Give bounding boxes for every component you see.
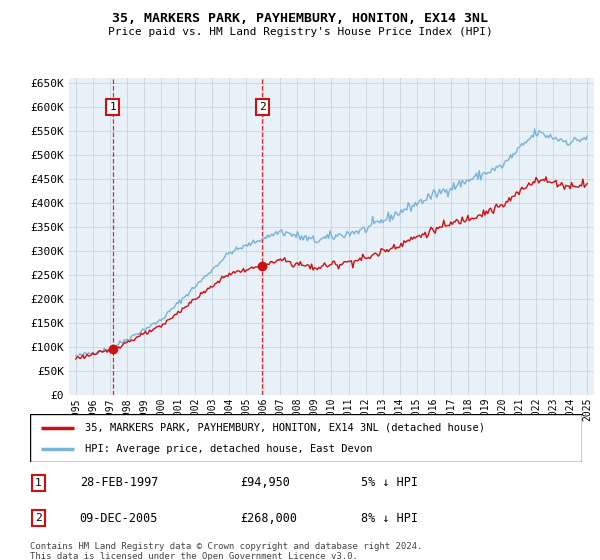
Text: 8% ↓ HPI: 8% ↓ HPI bbox=[361, 511, 418, 525]
Text: 1: 1 bbox=[35, 478, 41, 488]
Text: 28-FEB-1997: 28-FEB-1997 bbox=[80, 477, 158, 489]
Text: Price paid vs. HM Land Registry's House Price Index (HPI): Price paid vs. HM Land Registry's House … bbox=[107, 27, 493, 37]
Text: 35, MARKERS PARK, PAYHEMBURY, HONITON, EX14 3NL (detached house): 35, MARKERS PARK, PAYHEMBURY, HONITON, E… bbox=[85, 423, 485, 433]
Text: Contains HM Land Registry data © Crown copyright and database right 2024.
This d: Contains HM Land Registry data © Crown c… bbox=[30, 542, 422, 560]
Text: 2: 2 bbox=[259, 102, 266, 112]
Text: 2: 2 bbox=[35, 513, 41, 523]
Text: 5% ↓ HPI: 5% ↓ HPI bbox=[361, 477, 418, 489]
Text: 35, MARKERS PARK, PAYHEMBURY, HONITON, EX14 3NL: 35, MARKERS PARK, PAYHEMBURY, HONITON, E… bbox=[112, 12, 488, 25]
Text: 1: 1 bbox=[109, 102, 116, 112]
Text: £94,950: £94,950 bbox=[240, 477, 290, 489]
Text: HPI: Average price, detached house, East Devon: HPI: Average price, detached house, East… bbox=[85, 444, 373, 454]
Text: 09-DEC-2005: 09-DEC-2005 bbox=[80, 511, 158, 525]
Text: £268,000: £268,000 bbox=[240, 511, 297, 525]
